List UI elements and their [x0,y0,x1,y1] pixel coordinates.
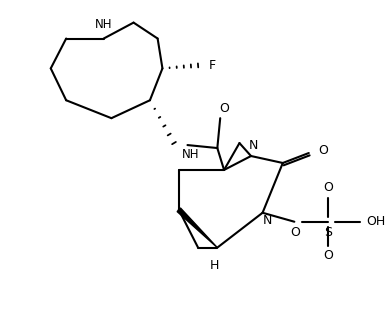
Polygon shape [177,208,217,248]
Text: H: H [210,259,219,272]
Text: O: O [319,143,328,156]
Text: N: N [248,139,258,152]
Text: OH: OH [367,215,386,228]
Text: O: O [323,181,333,194]
Text: O: O [219,102,229,115]
Text: S: S [324,226,332,239]
Text: F: F [209,59,216,72]
Text: O: O [290,226,300,239]
Text: NH: NH [182,148,199,161]
Text: N: N [263,214,272,227]
Text: NH: NH [95,18,113,31]
Text: O: O [323,249,333,262]
